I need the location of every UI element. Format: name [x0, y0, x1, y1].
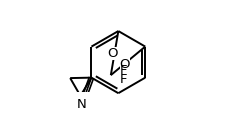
- Text: N: N: [77, 98, 87, 111]
- Text: F: F: [119, 64, 127, 77]
- Text: O: O: [120, 58, 130, 71]
- Text: O: O: [108, 47, 118, 60]
- Text: F: F: [119, 73, 127, 86]
